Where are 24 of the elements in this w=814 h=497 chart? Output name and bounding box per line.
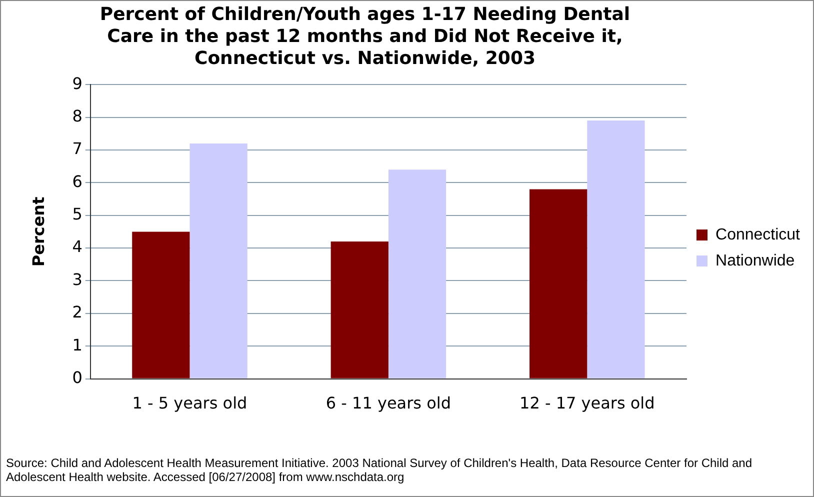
legend-label: Nationwide — [716, 252, 795, 270]
bar — [530, 189, 588, 378]
x-tick-label: 12 - 17 years old — [520, 394, 655, 413]
x-tick-label: 6 - 11 years old — [326, 394, 451, 413]
y-tick-label: 9 — [72, 74, 82, 93]
bar — [388, 170, 446, 378]
y-tick-label: 6 — [72, 172, 82, 191]
y-tick-label: 8 — [72, 106, 82, 126]
y-tick-label: 7 — [72, 139, 82, 158]
y-tick-label: 2 — [72, 302, 82, 322]
y-tick-label: 3 — [72, 270, 82, 289]
bar — [330, 242, 388, 378]
bar — [132, 232, 190, 378]
source-note: Source: Child and Adolescent Health Measurement Initiative. 2003 National Survey of Children's Health, Data Resource Center for Child and Adolescent Health website. Accessed [06/27/2008] from www.nschdata.org — [6, 456, 754, 484]
bar — [587, 120, 645, 378]
y-axis-title: Percent — [28, 196, 48, 267]
y-tick-label: 1 — [72, 335, 82, 354]
x-tick-label: 1 - 5 years old — [132, 394, 248, 413]
y-tick-label: 0 — [72, 368, 82, 387]
y-tick-label: 4 — [72, 237, 82, 256]
legend-label: Connecticut — [716, 226, 801, 244]
y-tick-label: 5 — [72, 204, 82, 224]
bar — [190, 143, 248, 378]
chart-title: Percent of Children/Youth ages 1-17 Needing Dental Care in the past 12 months and Did Not Receive it, Connecticut vs. Nationwide, 2003 — [98, 4, 632, 70]
